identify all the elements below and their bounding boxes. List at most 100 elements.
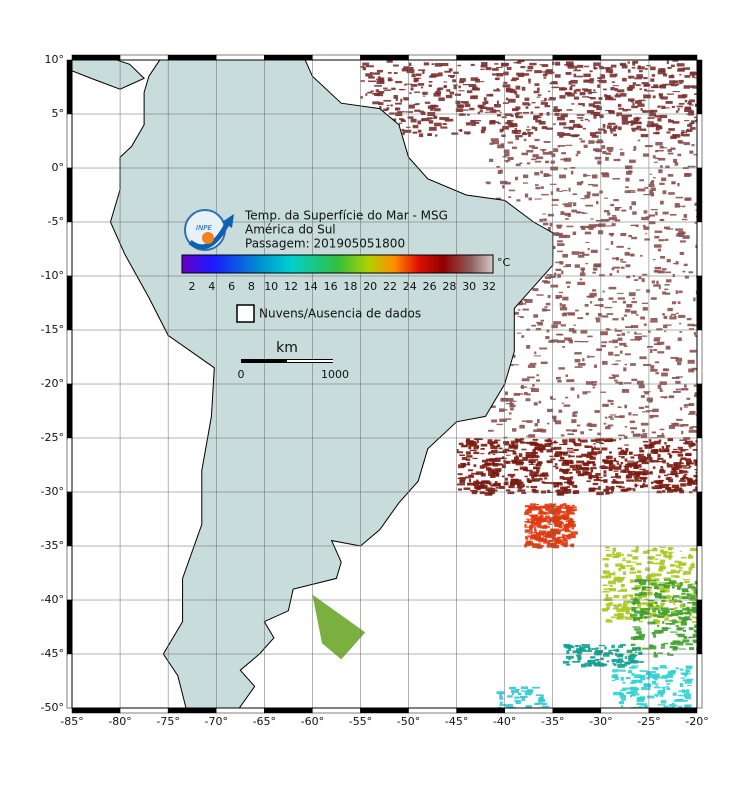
sst-patch (690, 547, 697, 552)
sst-patch (688, 627, 694, 631)
sst-patch (606, 225, 613, 227)
sst-patch (634, 483, 637, 488)
sst-patch (368, 80, 376, 83)
sst-patch (653, 547, 656, 550)
sst-patch (495, 197, 502, 200)
sst-patch (495, 486, 499, 489)
sst-patch (529, 542, 534, 546)
sst-patch (458, 90, 465, 92)
sst-patch (658, 567, 664, 572)
sst-patch (631, 236, 638, 240)
sst-patch (621, 209, 627, 212)
sst-patch (457, 473, 463, 476)
sst-patch (634, 77, 643, 80)
sst-patch (497, 170, 502, 175)
sst-patch (568, 202, 573, 204)
sst-patch (648, 601, 656, 604)
sst-patch (624, 458, 628, 462)
sst-patch (679, 582, 683, 586)
sst-patch (559, 95, 566, 99)
sst-patch (660, 582, 669, 584)
sst-patch (593, 446, 596, 448)
sst-patch (525, 451, 534, 456)
sst-patch (462, 464, 466, 467)
sst-patch (494, 439, 498, 443)
sst-patch (372, 101, 380, 105)
sst-patch (671, 706, 675, 708)
frame-segment (696, 383, 703, 439)
sst-patch (665, 446, 669, 449)
sst-patch (682, 572, 687, 576)
sst-patch (387, 71, 392, 74)
sst-patch (528, 197, 533, 201)
sst-patch (605, 172, 609, 174)
sst-patch (437, 87, 444, 91)
sst-patch (601, 608, 608, 611)
sst-patch (651, 580, 657, 582)
lat-tick-label: 5° (52, 107, 65, 120)
sst-patch (666, 464, 673, 468)
sst-patch (611, 554, 615, 556)
sst-patch (534, 127, 538, 131)
lon-tick-label: -85° (60, 715, 83, 728)
sst-patch (563, 312, 571, 315)
sst-patch (428, 126, 437, 131)
sst-patch (605, 491, 610, 495)
sst-patch (519, 162, 523, 164)
sst-patch (571, 521, 576, 523)
sst-patch (515, 688, 520, 691)
sst-patch (559, 145, 566, 147)
sst-patch (676, 105, 683, 108)
sst-patch (630, 597, 637, 600)
sst-patch (628, 77, 631, 79)
sst-patch (568, 517, 572, 520)
sst-patch (586, 391, 591, 393)
sst-patch (569, 452, 575, 454)
sst-patch (603, 652, 612, 655)
sst-patch (606, 146, 614, 151)
sst-patch (527, 131, 530, 134)
sst-patch (521, 491, 527, 494)
sst-patch (691, 144, 695, 147)
sst-patch (633, 454, 641, 456)
sst-patch (365, 73, 373, 77)
sst-patch (679, 683, 684, 688)
sst-patch (603, 422, 607, 425)
sst-patch (485, 487, 493, 491)
sst-patch (565, 520, 571, 523)
sst-patch (680, 621, 688, 626)
sst-patch (652, 408, 659, 413)
sst-patch (663, 642, 669, 645)
sst-patch (587, 295, 595, 298)
sst-patch (568, 438, 576, 443)
sst-patch (694, 624, 697, 629)
sst-patch (482, 464, 490, 467)
sst-patch (551, 509, 556, 513)
sst-patch (623, 367, 627, 372)
sst-patch (581, 453, 588, 457)
sst-patch (605, 97, 611, 101)
sst-patch (557, 340, 565, 343)
sst-patch (532, 154, 539, 158)
sst-patch (593, 101, 601, 104)
sst-patch (674, 560, 680, 563)
sst-patch (589, 70, 593, 73)
sst-patch (613, 594, 620, 599)
sst-patch (496, 166, 500, 168)
sst-patch (631, 105, 639, 109)
sst-patch (638, 579, 647, 583)
sst-patch (597, 84, 601, 88)
sst-patch (679, 424, 684, 427)
sst-patch (664, 550, 668, 554)
sst-patch (508, 189, 516, 192)
lon-tick-label: -80° (108, 715, 131, 728)
sst-patch (631, 687, 636, 690)
sst-patch (619, 148, 623, 150)
sst-patch (667, 307, 673, 312)
sst-patch (560, 507, 568, 509)
sst-patch (573, 490, 580, 493)
sst-patch (607, 399, 611, 403)
sst-patch (557, 380, 562, 383)
sst-patch (492, 109, 501, 112)
sst-patch (584, 445, 589, 448)
